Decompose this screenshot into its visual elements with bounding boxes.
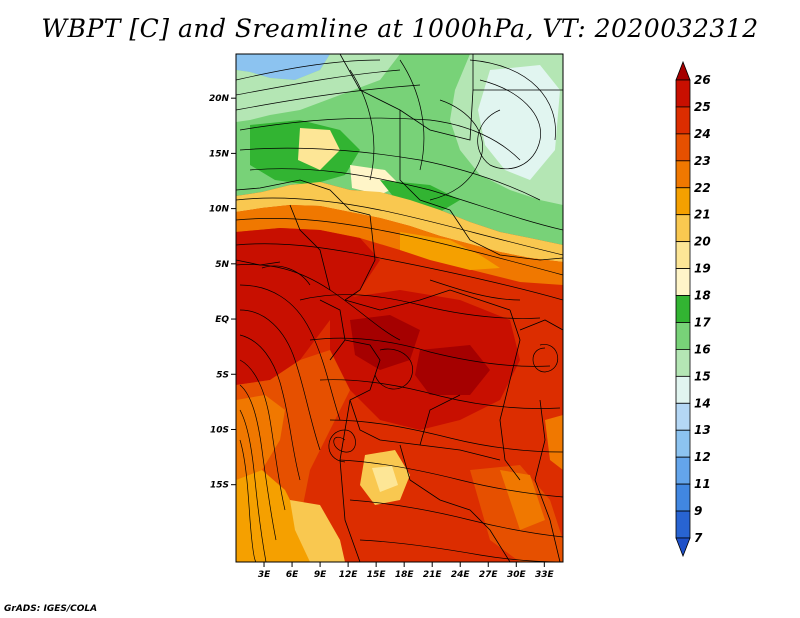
country-borders [236,54,563,562]
colorbar-swatch [675,322,691,350]
colorbar-swatch [675,456,691,485]
colorbar-swatch [675,510,691,539]
x-tick-label: 6E [286,570,299,580]
colorbar-swatch [675,402,691,431]
colorbar-label: 13 [694,423,711,437]
colorbar-label: 21 [694,208,711,222]
colorbar-swatch [675,133,691,162]
x-tick-label: 21E [423,570,443,580]
y-tick-label: EQ [215,315,229,325]
colorbar-swatch [675,429,691,458]
footer-credit: GrADS: IGES/COLA [4,604,98,614]
x-tick-label: 3E [258,570,271,580]
x-tick-label: 33E [535,570,555,580]
colorbar-swatch [675,483,691,512]
colorbar-bottom-arrow [675,537,691,558]
colorbar-swatch [675,375,691,404]
colorbar-label: 22 [694,181,711,195]
colorbar-swatch [675,214,691,243]
colorbar-swatch [675,160,691,189]
colorbar-label: 23 [694,154,711,168]
colorbar-label: 19 [694,262,711,276]
colorbar-label: 26 [694,73,711,87]
y-tick-label: 10N [209,205,230,215]
colorbar-swatch [675,79,691,108]
y-axis: 20N 15N 10N 5N EQ 5S 10S 15S [209,94,236,491]
y-tick-label: 5S [216,370,229,380]
colorbar-swatch [675,187,691,216]
colorbar-top-arrow [675,60,691,81]
y-tick-label: 20N [209,94,230,104]
x-tick-label: 15E [367,570,387,580]
colorbar-swatch [675,268,691,296]
x-tick-label: 30E [507,570,527,580]
colorbar-label: 15 [694,369,711,383]
colorbar-label: 25 [694,100,711,114]
colorbar-label: 16 [694,342,711,356]
colorbar-label: 20 [694,235,711,249]
y-tick-label: 10S [210,425,229,435]
streamlines [236,59,563,562]
y-tick-label: 5N [215,260,229,270]
map-title: WBPT [C] and Sreamline at 1000hPa, VT: 2… [41,14,759,43]
colorbar: 26 25 24 23 22 21 20 19 18 17 16 15 14 13 12 11 9 7 [675,60,711,558]
wbpt-field [236,54,563,562]
colorbar-swatch [675,241,691,269]
colorbar-label: 7 [694,531,703,545]
x-tick-label: 24E [451,570,471,580]
colorbar-label: 11 [694,477,711,491]
x-tick-label: 27E [479,570,499,580]
colorbar-swatch [675,349,691,377]
plot-frame [235,53,564,563]
colorbar-label: 12 [694,450,711,464]
y-tick-label: 15S [210,481,229,491]
colorbar-label: 18 [694,289,711,303]
colorbar-label: 9 [694,504,702,518]
x-tick-label: 9E [314,570,327,580]
x-tick-label: 12E [339,570,359,580]
colorbar-label: 24 [694,127,711,141]
x-tick-label: 18E [395,570,415,580]
colorbar-label: 17 [694,315,711,329]
colorbar-label: 14 [694,396,711,410]
x-axis: 3E 6E 9E 12E 15E 18E 21E 24E 27E 30E 33E [258,562,555,580]
y-tick-label: 15N [209,149,230,159]
colorbar-swatch [675,295,691,323]
colorbar-swatch [675,106,691,135]
